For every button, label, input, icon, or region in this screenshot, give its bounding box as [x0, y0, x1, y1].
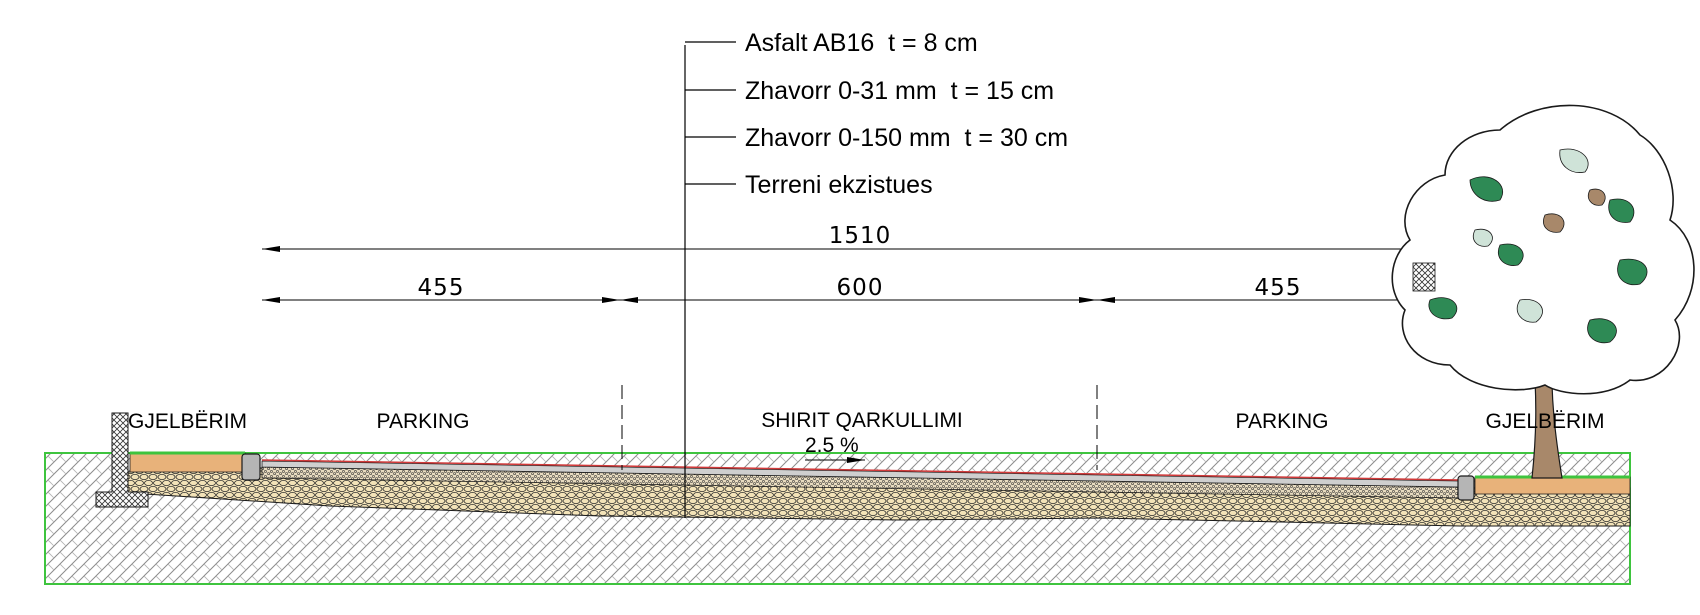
- retaining-wall: [95, 412, 149, 508]
- layer-label-gravel-0-31: Zhavorr 0-31 mm t = 15 cm: [745, 77, 1054, 105]
- dimension-total-label: 1510: [829, 223, 892, 249]
- zone-label-parking-left: PARKING: [377, 410, 470, 433]
- topsoil-right: [1474, 476, 1631, 495]
- asphalt-surface-line: [261, 459, 1459, 481]
- curb-right: [1457, 475, 1475, 501]
- zone-label-green-left: GJELBËRIM: [128, 410, 247, 433]
- topsoil-left: [129, 452, 246, 473]
- layer-leaders: [684, 41, 736, 518]
- layer-label-asphalt: Asfalt AB16 t = 8 cm: [745, 29, 978, 57]
- layer-label-existing-terrain: Terreni ekzistues: [745, 171, 933, 199]
- dimension-left-parking-label: 455: [418, 275, 465, 301]
- tree-illustration: [1391, 104, 1695, 479]
- zone-label-green-right: GJELBËRIM: [1485, 410, 1604, 433]
- layer-label-gravel-0-150: Zhavorr 0-150 mm t = 30 cm: [745, 124, 1068, 152]
- zone-label-parking-right: PARKING: [1236, 410, 1329, 433]
- slope-label: 2.5 %: [805, 434, 859, 457]
- zone-label-carriageway: SHIRIT QARKULLIMI: [761, 409, 963, 432]
- curb-left: [241, 453, 261, 481]
- dimension-carriageway-label: 600: [837, 275, 884, 301]
- dimension-right-parking-label: 455: [1255, 275, 1302, 301]
